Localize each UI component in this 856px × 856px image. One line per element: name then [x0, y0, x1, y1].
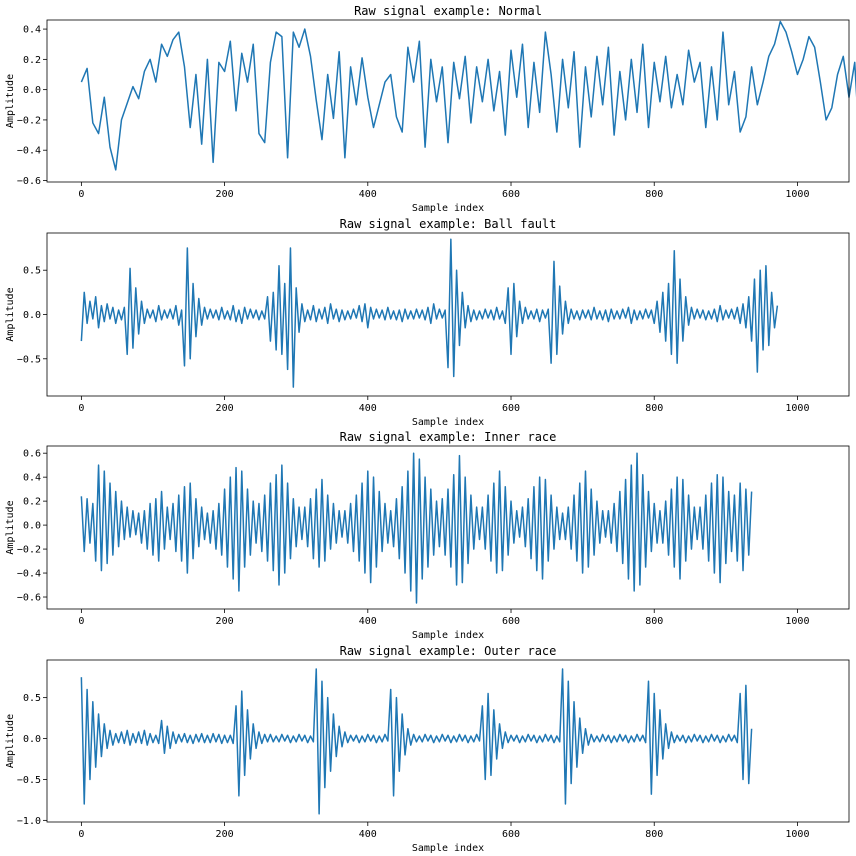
x-tick-label: 1000 — [785, 189, 809, 200]
y-axis-label: Amplitude — [5, 500, 16, 554]
x-axis-label: Sample index — [412, 630, 484, 641]
y-axis-label: Amplitude — [5, 714, 16, 768]
y-tick-label: 0.0 — [23, 310, 41, 321]
y-tick-label: −0.2 — [17, 545, 41, 556]
x-tick-label: 200 — [216, 616, 234, 627]
x-tick-label: 1000 — [785, 616, 809, 627]
x-axis-label: Sample index — [412, 843, 484, 854]
x-tick-label: 800 — [645, 829, 663, 840]
y-tick-label: −0.6 — [17, 176, 41, 187]
subplot-4: 0 200 400 600 800 1000 −1.0 −0.5 0.0 0.5 Raw signa… — [5, 644, 850, 854]
x-axis-label: Sample index — [412, 203, 484, 214]
signal-line — [80, 238, 779, 388]
subplot-1: 0 200 400 600 800 1000 −0.6 −0.4 −0.2 0.0 0.2 0.4 Ra… — [5, 4, 856, 214]
x-tick-label: 0 — [78, 189, 84, 200]
y-tick-label: 0.0 — [23, 734, 41, 745]
plot-frame — [46, 445, 850, 610]
x-axis-label: Sample index — [412, 417, 484, 428]
chart-title: Raw signal example: Normal — [354, 4, 542, 18]
y-tick-label: 0.5 — [23, 693, 41, 704]
y-tick-label: −0.2 — [17, 115, 41, 126]
x-tick-label: 200 — [216, 403, 234, 414]
y-tick-label: 0.0 — [23, 521, 41, 532]
y-tick-label: −0.5 — [17, 775, 41, 786]
y-tick-label: 0.2 — [23, 497, 41, 508]
y-tick-label: 0.2 — [23, 55, 41, 66]
x-tick-label: 600 — [502, 189, 520, 200]
y-tick-label: 0.6 — [23, 449, 41, 460]
y-tick-label: 0.4 — [23, 25, 41, 36]
subplot-2: 0 200 400 600 800 1000 −0.5 0.0 0.5 Raw signal ex… — [5, 217, 850, 428]
y-tick-label: 0.0 — [23, 85, 41, 96]
x-tick-label: 800 — [645, 403, 663, 414]
y-tick-label: 0.4 — [23, 473, 41, 484]
y-axis-label: Amplitude — [5, 74, 16, 128]
y-tick-label: −0.6 — [17, 593, 41, 604]
plot-frame — [46, 19, 850, 183]
x-tick-label: 1000 — [785, 403, 809, 414]
x-tick-label: 400 — [359, 616, 377, 627]
subplot-3: 0 200 400 600 800 1000 −0.6 −0.4 −0.2 0.0 0.2 0.4 0.… — [5, 430, 850, 641]
signal-line — [80, 20, 856, 171]
x-tick-label: 1000 — [785, 829, 809, 840]
plot-frame — [46, 659, 850, 823]
y-tick-label: −1.0 — [17, 816, 41, 827]
signal-line — [80, 452, 753, 604]
chart-title: Raw signal example: Inner race — [340, 430, 557, 444]
y-tick-label: 0.5 — [23, 266, 41, 277]
x-tick-label: 800 — [645, 616, 663, 627]
x-tick-label: 400 — [359, 403, 377, 414]
y-tick-label: −0.4 — [17, 569, 41, 580]
x-tick-label: 0 — [78, 403, 84, 414]
x-tick-label: 600 — [502, 403, 520, 414]
x-tick-label: 200 — [216, 829, 234, 840]
chart-title: Raw signal example: Ball fault — [340, 217, 557, 231]
y-tick-label: −0.4 — [17, 146, 41, 157]
y-axis-label: Amplitude — [5, 287, 16, 341]
y-tick-label: −0.5 — [17, 354, 41, 365]
x-tick-label: 400 — [359, 829, 377, 840]
x-tick-label: 600 — [502, 829, 520, 840]
x-tick-label: 400 — [359, 189, 377, 200]
plot-frame — [46, 232, 850, 397]
x-tick-label: 600 — [502, 616, 520, 627]
chart-title: Raw signal example: Outer race — [340, 644, 557, 658]
signal-line — [80, 668, 753, 815]
x-tick-label: 800 — [645, 189, 663, 200]
x-tick-label: 0 — [78, 616, 84, 627]
x-tick-label: 0 — [78, 829, 84, 840]
x-tick-label: 200 — [216, 189, 234, 200]
